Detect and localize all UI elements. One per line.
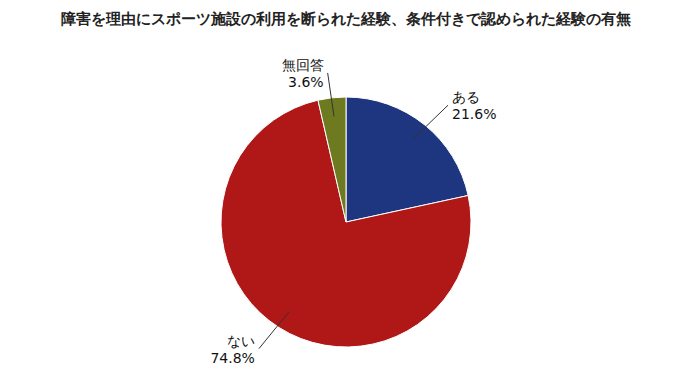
slice-label: 無回答3.6% [282, 57, 324, 90]
chart-svg: 障害を理由にスポーツ施設の利用を断られた経験、条件付きで認められた経験の有無ある… [0, 0, 692, 389]
slice-label: ある21.6% [452, 89, 496, 122]
slice-category: ない [227, 333, 255, 349]
slice-label: ない74.8% [210, 333, 254, 366]
pie-labels: ある21.6% ない74.8% 無回答3.6% [210, 57, 496, 365]
chart-container: 障害を理由にスポーツ施設の利用を断られた経験、条件付きで認められた経験の有無ある… [0, 0, 692, 389]
leader-line [413, 105, 448, 139]
slice-value: 74.8% [210, 350, 254, 366]
slice-category: 無回答 [282, 57, 324, 73]
chart-title: 障害を理由にスポーツ施設の利用を断られた経験、条件付きで認められた経験の有無 [61, 10, 631, 28]
slice-value: 21.6% [452, 106, 496, 122]
leader-line [328, 73, 334, 116]
leader-line [259, 312, 289, 349]
slice-value: 3.6% [288, 74, 324, 90]
pie-slice [318, 97, 346, 222]
pie-slices [221, 97, 471, 347]
slice-category: ある [452, 89, 480, 105]
